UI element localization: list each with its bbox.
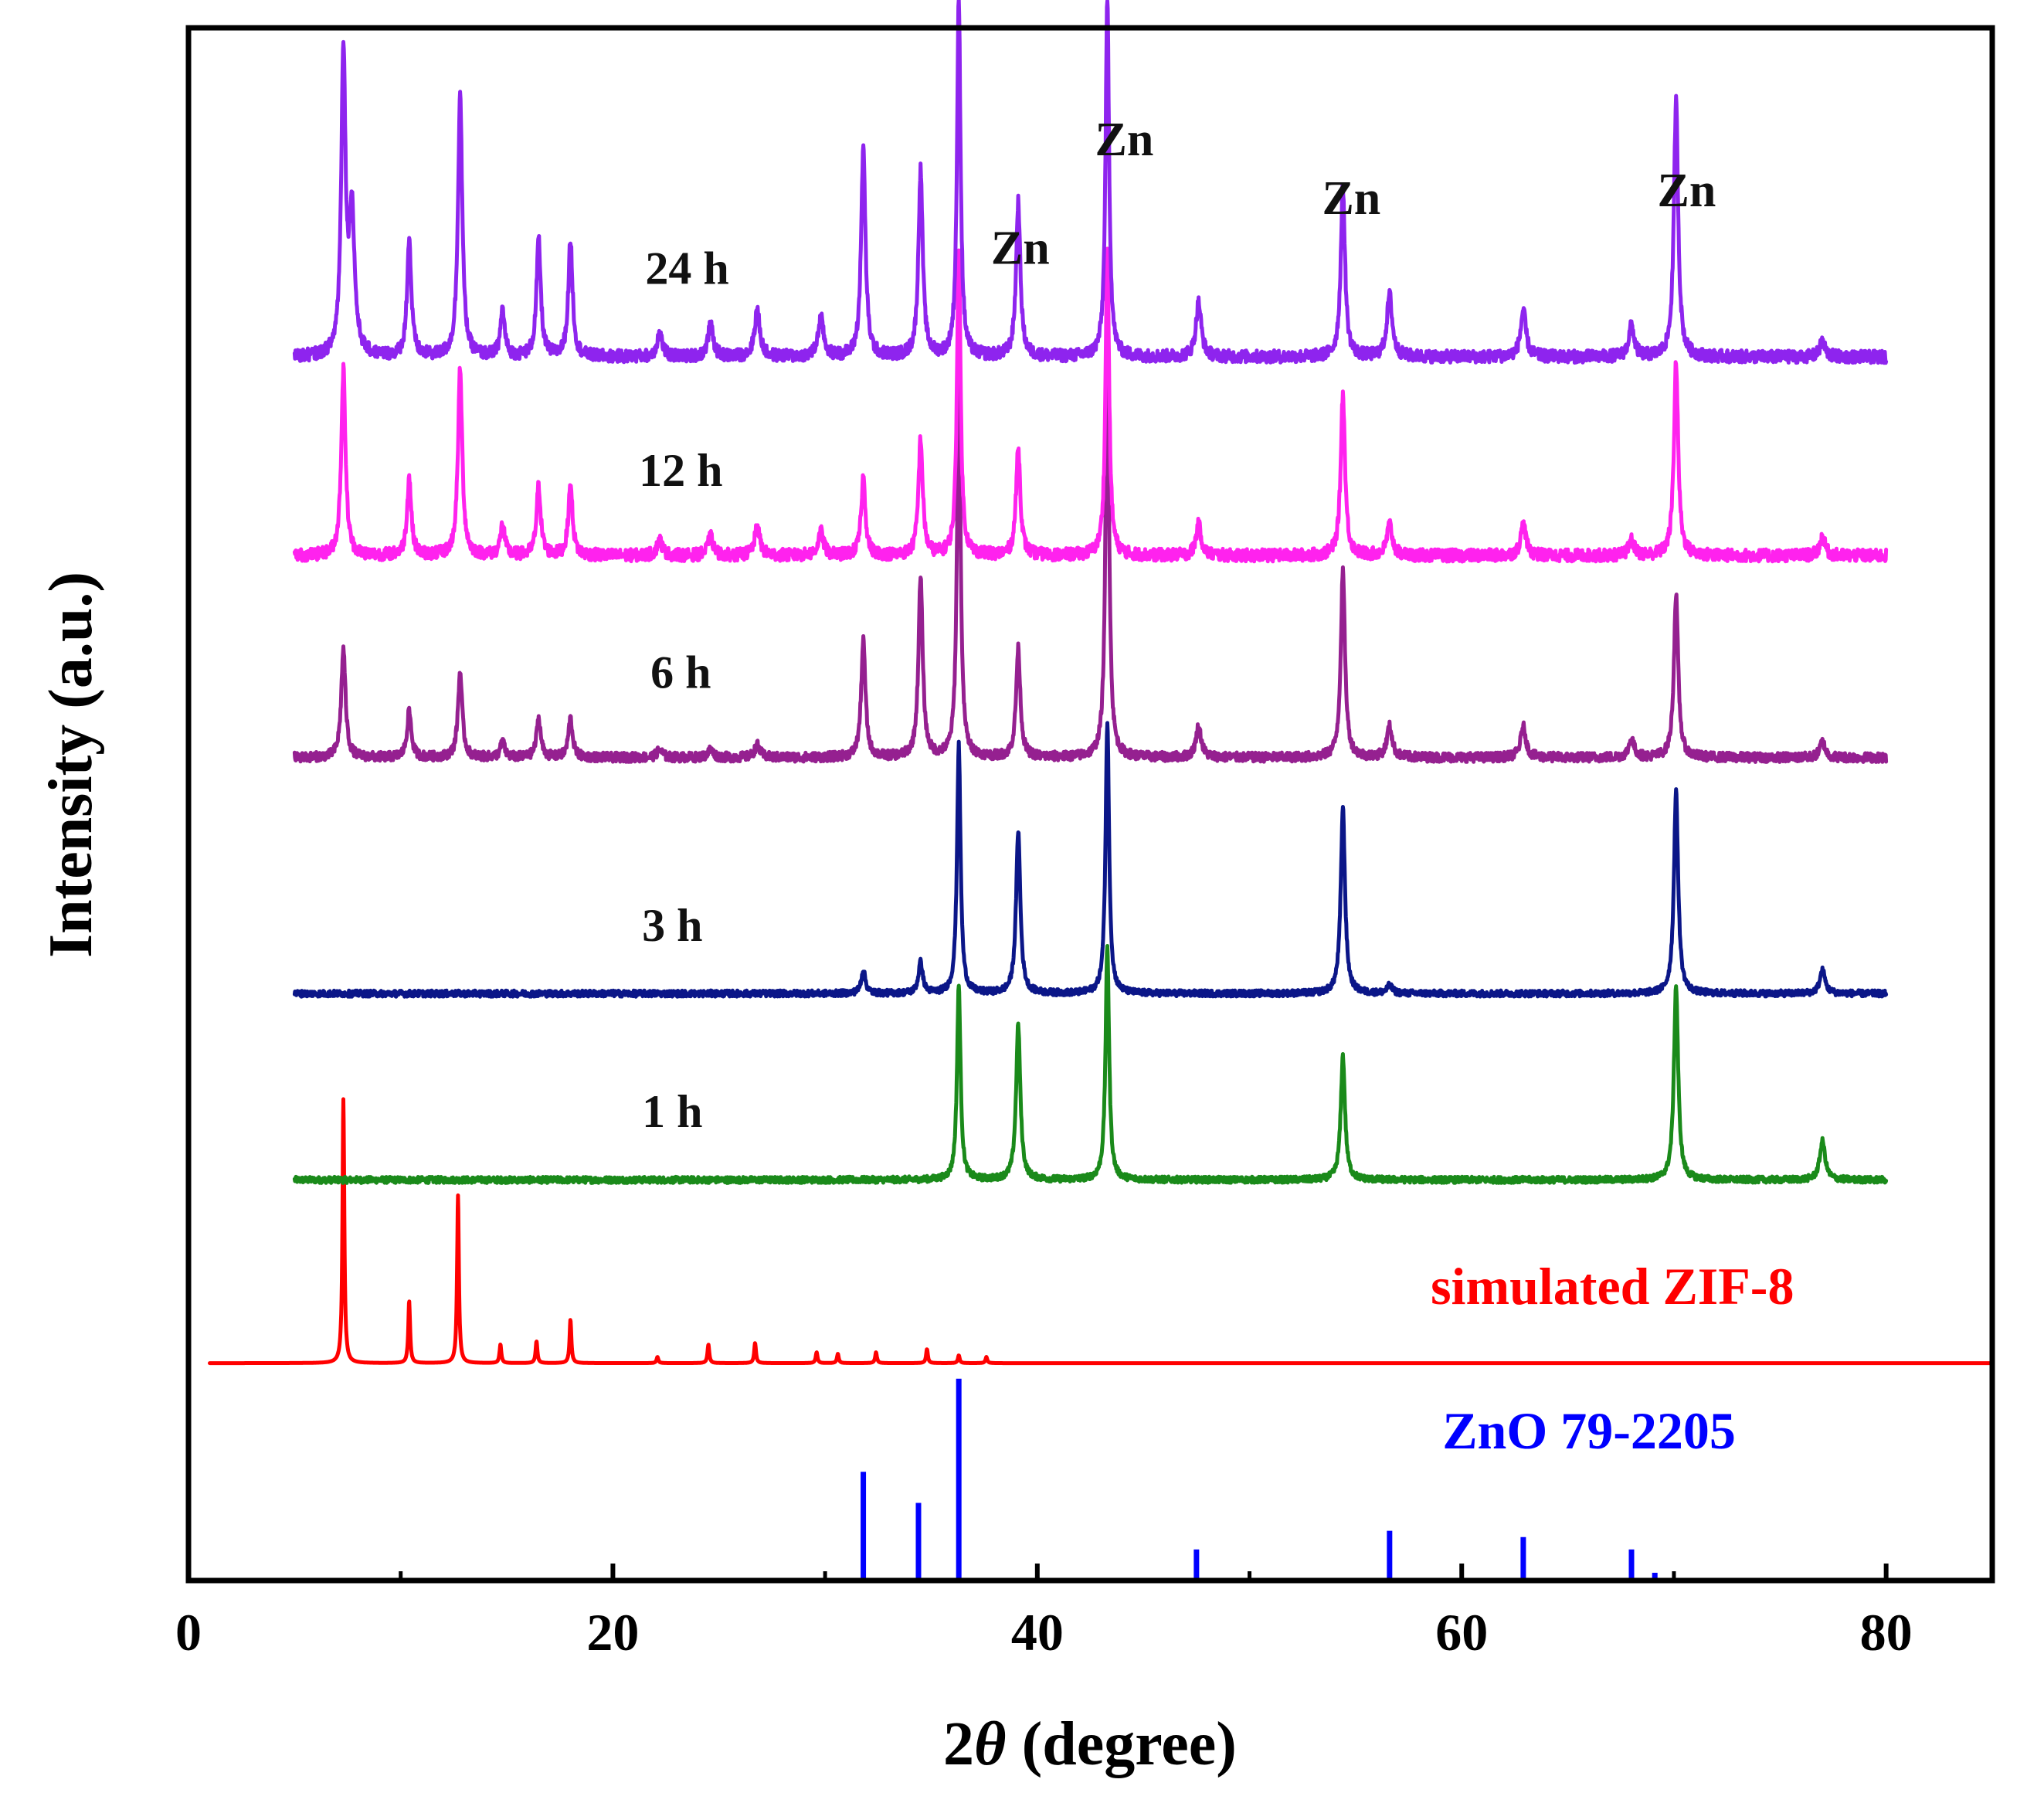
peak-annotation-zn-4: Zn [1658,165,1716,217]
plot-area [208,0,1995,1581]
x-tick-label-20: 20 [586,1603,639,1662]
peak-annotation-zn-2: Zn [1095,114,1154,166]
series-line-24-h [292,0,1889,365]
series-label-1-h: 1 h [642,1086,702,1137]
x-axis-title-prefix: 2 [943,1710,974,1778]
x-tick-label-0: 0 [175,1603,202,1662]
x-tick-label-80: 80 [1860,1603,1913,1662]
x-tick-label-40: 40 [1011,1603,1064,1662]
plot-frame [185,25,1995,1584]
peak-annotation-zn-1: Zn [991,222,1050,275]
x-tick-label-60: 60 [1435,1603,1488,1662]
x-axis-title-suffix: (degree) [1007,1710,1237,1778]
series-label-12-h: 12 h [639,445,722,496]
series-label-3-h: 3 h [642,900,702,951]
series-line-3-h [292,721,1889,999]
series-line-12-h [292,246,1889,564]
series-label-6-h: 6 h [650,647,711,698]
series-line-1-h [292,944,1889,1185]
x-axis: 0 20 40 60 80 [175,1564,1913,1662]
x-axis-title: 2θ (degree) [943,1710,1237,1778]
y-axis-title: Intensity (a.u.) [37,572,105,958]
reference-label-simulated-zif-8: simulated ZIF-8 [1431,1257,1794,1316]
series-line-simulated-zif-8 [208,1097,1995,1366]
annotation-layer: 24 h 12 h 6 h 3 h 1 h Zn Zn Zn Zn simulated ZIF-8… [639,114,1794,1460]
peak-annotation-zn-3: Zn [1322,172,1380,225]
series-label-24-h: 24 h [645,243,728,294]
series-line-6-h [292,334,1889,764]
reference-label-zno-79-2205: ZnO 79-2205 [1442,1401,1736,1460]
x-axis-title-symbol: θ [974,1710,1007,1778]
